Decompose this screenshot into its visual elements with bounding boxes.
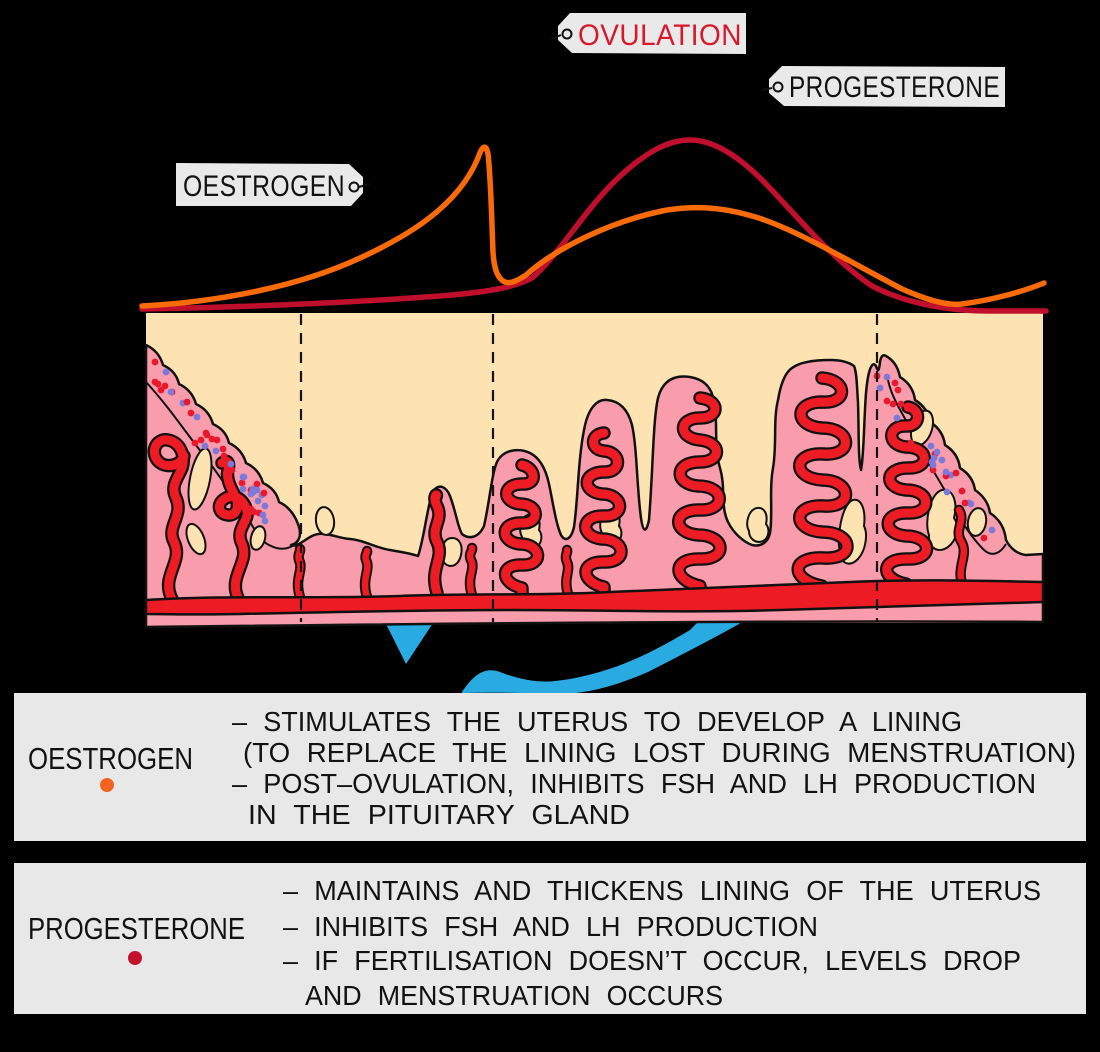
svg-text:PROGESTERONE: PROGESTERONE	[28, 911, 245, 946]
svg-text:– INHIBITS FSH AND LH PRODUCTI: – INHIBITS FSH AND LH PRODUCTION	[283, 911, 818, 942]
svg-text:PROGESTERONE: PROGESTERONE	[789, 71, 1000, 104]
svg-text:– STIMULATES THE UTERUS TO DEV: – STIMULATES THE UTERUS TO DEVELOP A LIN…	[232, 706, 962, 737]
svg-text:OVULATION: OVULATION	[578, 19, 742, 52]
svg-text:– POST–OVULATION, INHIBITS FSH: – POST–OVULATION, INHIBITS FSH AND LH PR…	[232, 768, 1036, 799]
svg-text:(TO REPLACE THE LINING LOST DU: (TO REPLACE THE LINING LOST DURING MENST…	[243, 737, 1076, 768]
svg-text:OESTROGEN: OESTROGEN	[28, 741, 193, 776]
svg-text:– MAINTAINS AND THICKENS LININ: – MAINTAINS AND THICKENS LINING OF THE U…	[283, 875, 1041, 906]
svg-text:OESTROGEN: OESTROGEN	[183, 170, 345, 203]
svg-text:AND MENSTRUATION OCCURS: AND MENSTRUATION OCCURS	[305, 980, 723, 1011]
svg-text:IN THE PITUITARY GLAND: IN THE PITUITARY GLAND	[248, 799, 630, 830]
svg-text:– IF FERTILISATION DOESN’T OCC: – IF FERTILISATION DOESN’T OCCUR, LEVELS…	[283, 945, 1021, 976]
